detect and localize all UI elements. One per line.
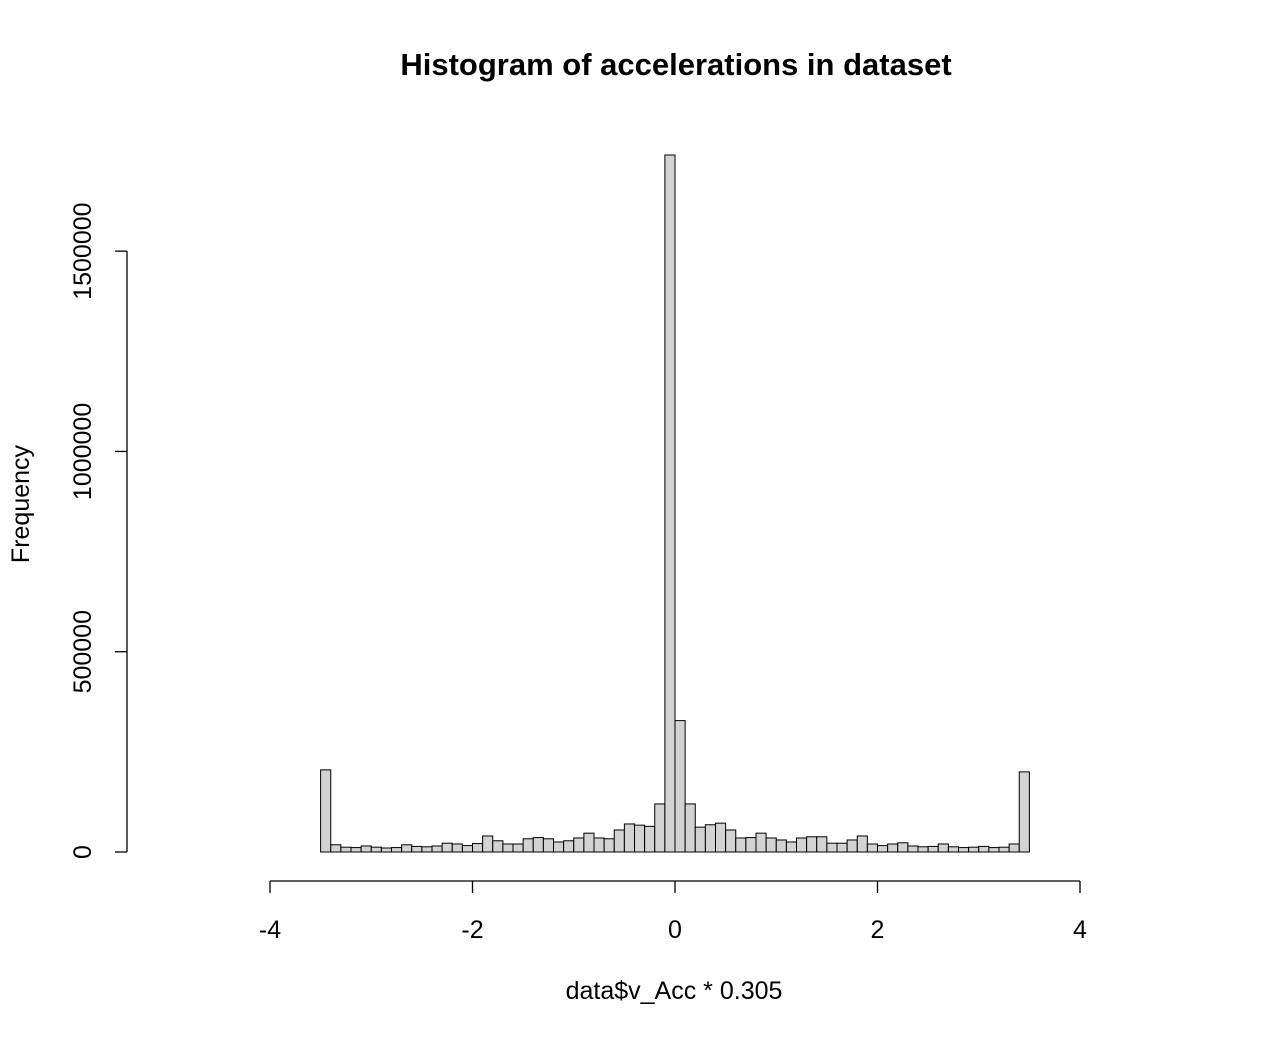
histogram-bar: [441, 842, 453, 853]
y-axis-label: Frequency: [7, 444, 35, 563]
histogram-bar: [978, 845, 990, 853]
histogram-bar: [644, 825, 656, 853]
histogram-bar: [755, 832, 767, 853]
x-tick-label: 0: [668, 916, 682, 944]
histogram-bar: [522, 838, 534, 853]
histogram-bar: [634, 824, 646, 853]
histogram-bar: [958, 847, 970, 853]
histogram-bar: [917, 846, 929, 853]
histogram-bar: [623, 823, 636, 853]
histogram-bar: [704, 824, 717, 853]
y-tick-label: 0: [69, 845, 97, 859]
y-tick-label: 500000: [69, 610, 97, 693]
histogram-bar: [532, 837, 544, 853]
histogram-bar: [866, 843, 879, 853]
histogram-bar: [421, 846, 433, 853]
histogram-bar: [684, 803, 696, 853]
y-axis: 0 500000 1000000 1500000: [69, 202, 128, 859]
histogram-bar: [927, 845, 939, 853]
histogram-bar: [492, 840, 504, 853]
histogram-bar: [391, 847, 403, 853]
histogram-bar: [401, 844, 413, 853]
histogram-bar: [745, 837, 757, 853]
histogram-bar: [765, 837, 777, 853]
histogram-bar: [340, 846, 352, 853]
histogram-bar: [968, 846, 980, 853]
x-tick-label: -4: [259, 916, 281, 944]
histogram-bar: [451, 843, 463, 853]
histogram-bar: [613, 829, 625, 853]
histogram-bar: [816, 836, 828, 853]
histogram-bar: [796, 837, 808, 853]
histogram-bar: [877, 845, 889, 853]
histogram-bar: [603, 838, 615, 853]
histogram-bar: [887, 843, 899, 853]
histogram-bar: [472, 843, 484, 853]
x-axis: -4 -2 0 2 4: [259, 880, 1087, 944]
histogram-bar: [806, 836, 818, 853]
histogram-bar: [725, 829, 737, 853]
y-tick-label: 1000000: [69, 403, 97, 500]
histogram-bar: [694, 826, 706, 853]
histogram-bar: [360, 845, 372, 853]
histogram-bar: [735, 837, 747, 853]
histogram-bar: [411, 845, 423, 853]
histogram-bar: [573, 837, 585, 853]
histogram-bar: [988, 847, 1000, 853]
histogram-bar: [563, 840, 575, 853]
histogram-bar: [775, 839, 787, 853]
histogram-bar: [350, 847, 362, 853]
histogram-bar: [826, 842, 838, 853]
histogram-bar: [664, 154, 676, 853]
histogram-bar: [998, 846, 1010, 853]
x-axis-label: data$v_Acc * 0.305: [566, 977, 783, 1005]
histogram-bar: [715, 822, 727, 853]
histogram-bar: [461, 845, 474, 853]
histogram-bar: [856, 835, 868, 853]
histogram-bar: [846, 839, 858, 853]
histogram-bar: [674, 720, 686, 853]
histogram-bar: [1008, 843, 1020, 853]
histogram-bar: [330, 844, 342, 853]
histogram-bar: [947, 846, 960, 853]
histogram-bar: [1018, 771, 1030, 853]
histogram-bar: [593, 837, 605, 853]
histogram-bar: [583, 832, 595, 853]
histogram-bar: [482, 835, 494, 853]
histogram-bar: [320, 769, 332, 853]
histogram-bar: [512, 843, 524, 853]
chart-title: Histogram of accelerations in dataset: [400, 47, 951, 82]
histogram-bar: [380, 847, 393, 853]
x-tick-label: 2: [871, 916, 885, 944]
histogram-bar: [785, 841, 798, 853]
y-tick-label: 1500000: [69, 202, 97, 299]
histogram-bar: [542, 838, 555, 853]
histogram-bar: [370, 846, 382, 853]
histogram-bars: [320, 154, 1030, 853]
histogram-bar: [897, 842, 909, 853]
histogram-bar: [937, 843, 949, 853]
histogram-bar: [553, 841, 565, 853]
x-tick-label: -2: [461, 916, 483, 944]
histogram-bar: [654, 803, 666, 853]
histogram-bar: [502, 843, 514, 853]
histogram-bar: [836, 842, 848, 853]
histogram-bar: [431, 845, 443, 853]
x-tick-label: 4: [1073, 916, 1087, 944]
histogram-bar: [907, 845, 919, 853]
